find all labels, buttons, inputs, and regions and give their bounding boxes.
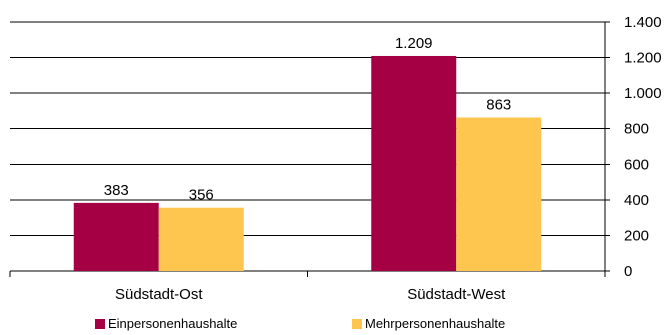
legend: Einpersonenhaushalte Mehrpersonenhaushal…	[0, 316, 672, 335]
legend-swatch-mehrpersonen	[352, 318, 362, 329]
y-tick-label: 600	[624, 156, 649, 173]
y-tick-label: 400	[624, 192, 649, 209]
data-label: 356	[189, 187, 214, 204]
legend-item-einpersonen: Einpersonenhaushalte	[95, 316, 237, 331]
legend-label-einpersonen: Einpersonenhaushalte	[108, 316, 238, 331]
bar	[158, 207, 244, 271]
legend-label-mehrpersonen: Mehrpersonenhaushalte	[365, 316, 506, 331]
y-tick-label: 1.400	[624, 14, 662, 31]
y-tick-label: 1.000	[624, 85, 662, 102]
bars	[73, 55, 542, 272]
y-axis: 0 200 400 600 800 1.000 1.200 1.400	[604, 14, 662, 280]
x-tick-label: Südstadt-Ost	[115, 286, 203, 303]
data-label: 863	[486, 97, 511, 114]
y-tick-label: 1.200	[624, 50, 662, 67]
data-label: 383	[104, 182, 129, 199]
y-tick-label: 0	[624, 263, 632, 280]
legend-swatch-einpersonen	[95, 318, 105, 329]
legend-item-mehrpersonen: Mehrpersonenhaushalte	[352, 316, 505, 331]
data-labels: 383 356 1.209 863	[104, 35, 512, 204]
bar	[456, 117, 542, 272]
x-axis: Südstadt-Ost Südstadt-West	[9, 271, 606, 303]
bar	[73, 202, 159, 271]
bar	[371, 55, 457, 271]
data-label: 1.209	[395, 35, 433, 52]
y-tick-label: 200	[624, 227, 649, 244]
y-tick-label: 800	[624, 121, 649, 138]
bar-chart: 383 356 1.209 863 0 200 400 600 800 1.000 1.200 1.…	[9, 14, 662, 303]
x-tick-label: Südstadt-West	[407, 286, 506, 303]
